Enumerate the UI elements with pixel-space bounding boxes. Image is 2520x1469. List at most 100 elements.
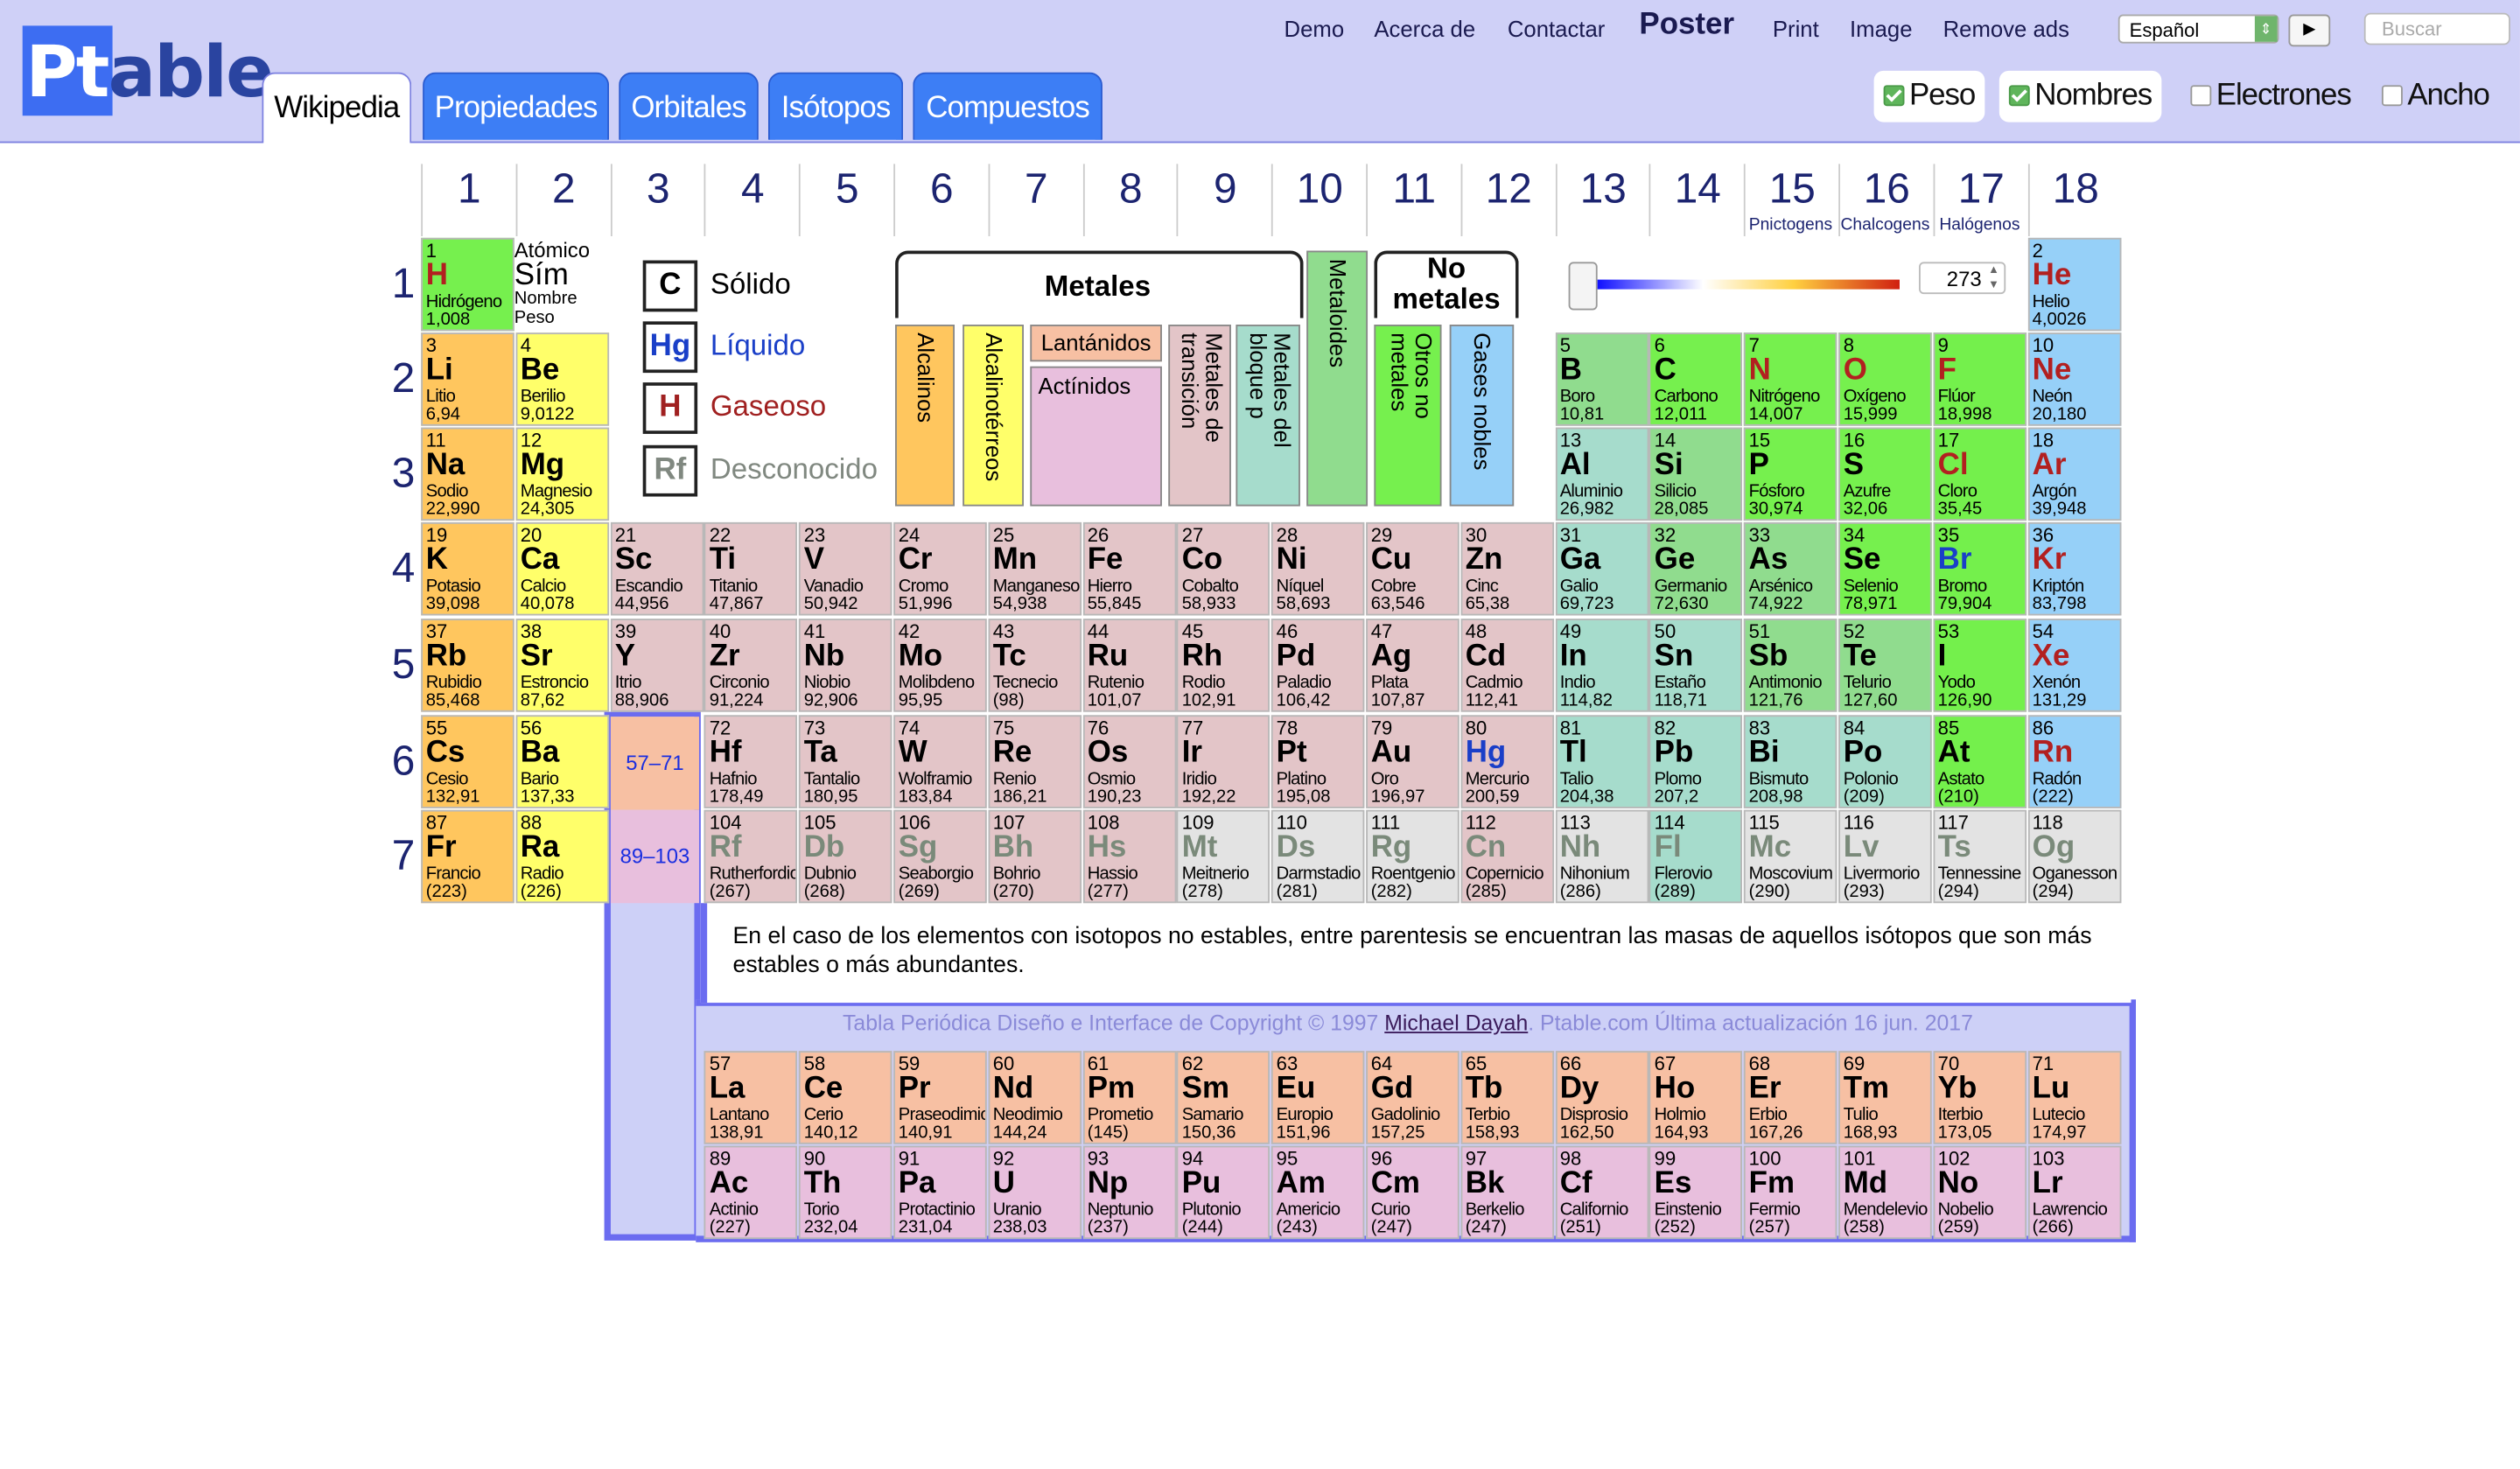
group-number-15[interactable]: 15 bbox=[1744, 164, 1838, 236]
element-v[interactable]: 23 V Vanadio 50,942 bbox=[799, 521, 892, 616]
tab-isotopos[interactable]: Isótopos bbox=[767, 72, 904, 140]
element-lv[interactable]: 116 Lv Livermorio (293) bbox=[1838, 809, 1932, 904]
period-number-1[interactable]: 1 bbox=[391, 258, 416, 307]
element-rn[interactable]: 86 Rn Radón (222) bbox=[2027, 715, 2121, 808]
element-cu[interactable]: 29 Cu Cobre 63,546 bbox=[1366, 521, 1460, 616]
category-noble-gases[interactable]: Gases nobles bbox=[1449, 325, 1515, 507]
element-s[interactable]: 16 S Azufre 32,06 bbox=[1838, 427, 1932, 521]
element-w[interactable]: 74 W Wolframio 183,84 bbox=[893, 715, 987, 808]
category-post-transition[interactable]: Metales del bloque p bbox=[1236, 325, 1300, 507]
element-th[interactable]: 90 Th Torio 232,04 bbox=[799, 1145, 892, 1240]
element-ac[interactable]: 89 Ac Actinio (227) bbox=[704, 1145, 798, 1240]
group-number-5[interactable]: 5 bbox=[799, 164, 893, 236]
author-link[interactable]: Michael Dayah bbox=[1384, 1011, 1529, 1035]
element-br[interactable]: 35 Br Bromo 79,904 bbox=[1933, 521, 2026, 616]
element-ag[interactable]: 47 Ag Plata 107,87 bbox=[1366, 619, 1460, 712]
element-ge[interactable]: 32 Ge Germanio 72,630 bbox=[1649, 521, 1743, 616]
element-sn[interactable]: 50 Sn Estaño 118,71 bbox=[1649, 619, 1743, 712]
element-f[interactable]: 9 F Flúor 18,998 bbox=[1933, 332, 2026, 426]
element-cs[interactable]: 55 Cs Cesio 132,91 bbox=[421, 715, 514, 808]
element-kr[interactable]: 36 Kr Kriptón 83,798 bbox=[2027, 521, 2121, 616]
element-i[interactable]: 53 I Yodo 126,90 bbox=[1933, 619, 2026, 712]
element-mg[interactable]: 12 Mg Magnesio 24,305 bbox=[515, 427, 609, 521]
element-in[interactable]: 49 In Indio 114,82 bbox=[1555, 619, 1648, 712]
element-he[interactable]: 2 He Helio 4,0026 bbox=[2027, 237, 2121, 332]
element-mc[interactable]: 115 Mc Moscovium (290) bbox=[1744, 809, 1838, 904]
element-fm[interactable]: 100 Fm Fermio (257) bbox=[1744, 1145, 1838, 1240]
period-number-2[interactable]: 2 bbox=[391, 353, 416, 402]
element-nb[interactable]: 41 Nb Niobio 92,906 bbox=[799, 619, 892, 712]
element-fr[interactable]: 87 Fr Francio (223) bbox=[421, 809, 514, 904]
element-eu[interactable]: 63 Eu Europio 151,96 bbox=[1271, 1051, 1365, 1144]
element-ti[interactable]: 22 Ti Titanio 47,867 bbox=[704, 521, 798, 616]
tab-orbitales[interactable]: Orbitales bbox=[619, 72, 759, 140]
category-other-nonmetals[interactable]: Otros no metales bbox=[1374, 325, 1442, 507]
link-acerca-de[interactable]: Acerca de bbox=[1374, 16, 1476, 42]
element-sm[interactable]: 62 Sm Samario 150,36 bbox=[1177, 1051, 1270, 1144]
element-bh[interactable]: 107 Bh Bohrio (270) bbox=[988, 809, 1082, 904]
category-actinides[interactable]: Actínidos bbox=[1030, 366, 1162, 507]
element-og[interactable]: 118 Og Oganesson (294) bbox=[2027, 809, 2121, 904]
element-po[interactable]: 84 Po Polonio (209) bbox=[1838, 715, 1932, 808]
element-ts[interactable]: 117 Ts Tennessine (294) bbox=[1933, 809, 2026, 904]
element-cm[interactable]: 96 Cm Curio (247) bbox=[1366, 1145, 1460, 1240]
ptable-logo[interactable]: Ptable bbox=[22, 23, 274, 116]
category-transition[interactable]: Metales de transición bbox=[1168, 325, 1231, 507]
category-lanthanides[interactable]: Lantánidos bbox=[1030, 325, 1162, 362]
element-os[interactable]: 76 Os Osmio 190,23 bbox=[1082, 715, 1176, 808]
link-remove-ads[interactable]: Remove ads bbox=[1942, 16, 2069, 42]
element-na[interactable]: 11 Na Sodio 22,990 bbox=[421, 427, 514, 521]
element-u[interactable]: 92 U Uranio 238,03 bbox=[988, 1145, 1082, 1240]
element-tl[interactable]: 81 Tl Talio 204,38 bbox=[1555, 715, 1648, 808]
element-ta[interactable]: 73 Ta Tantalio 180,95 bbox=[799, 715, 892, 808]
toggle-ancho[interactable]: Ancho bbox=[2381, 71, 2490, 122]
element-la[interactable]: 57 La Lantano 138,91 bbox=[704, 1051, 798, 1144]
element-pt[interactable]: 78 Pt Platino 195,08 bbox=[1271, 715, 1365, 808]
toggle-nombres[interactable]: Nombres bbox=[1998, 70, 2162, 122]
period-number-7[interactable]: 7 bbox=[391, 830, 416, 879]
link-contactar[interactable]: Contactar bbox=[1507, 16, 1606, 42]
element-lu[interactable]: 71 Lu Lutecio 174,97 bbox=[2027, 1051, 2121, 1144]
element-sg[interactable]: 106 Sg Seaborgio (269) bbox=[893, 809, 987, 904]
group-number-18[interactable]: 18 bbox=[2027, 164, 2122, 236]
element-mn[interactable]: 25 Mn Manganeso 54,938 bbox=[988, 521, 1082, 616]
toggle-electrones[interactable]: Electrones bbox=[2190, 71, 2352, 122]
element-db[interactable]: 105 Db Dubnio (268) bbox=[799, 809, 892, 904]
group-number-8[interactable]: 8 bbox=[1082, 164, 1177, 236]
element-zr[interactable]: 40 Zr Circonio 91,224 bbox=[704, 619, 798, 712]
element-fl[interactable]: 114 Fl Flerovio (289) bbox=[1649, 809, 1743, 904]
group-number-11[interactable]: 11 bbox=[1366, 164, 1460, 236]
element-md[interactable]: 101 Md Mendelevio (258) bbox=[1838, 1145, 1932, 1240]
element-ca[interactable]: 20 Ca Calcio 40,078 bbox=[515, 521, 609, 616]
element-ra[interactable]: 88 Ra Radio (226) bbox=[515, 809, 609, 904]
legend-unknown[interactable]: Rf Desconocido bbox=[642, 444, 878, 497]
language-select[interactable]: Español ⇕ bbox=[2118, 14, 2279, 44]
element-al[interactable]: 13 Al Aluminio 26,982 bbox=[1555, 427, 1648, 521]
element-sr[interactable]: 38 Sr Estroncio 87,62 bbox=[515, 619, 609, 712]
lanthanide-range-cell[interactable]: 57–71 bbox=[610, 717, 699, 810]
element-ba[interactable]: 56 Ba Bario 137,33 bbox=[515, 715, 609, 808]
group-number-14[interactable]: 14 bbox=[1649, 164, 1744, 236]
element-b[interactable]: 5 B Boro 10,81 bbox=[1555, 332, 1648, 426]
element-si[interactable]: 14 Si Silicio 28,085 bbox=[1649, 427, 1743, 521]
group-number-16[interactable]: 16 bbox=[1838, 164, 1933, 236]
legend-solid[interactable]: C Sólido bbox=[642, 260, 791, 312]
element-lr[interactable]: 103 Lr Lawrencio (266) bbox=[2027, 1145, 2121, 1240]
element-es[interactable]: 99 Es Einstenio (252) bbox=[1649, 1145, 1743, 1240]
element-au[interactable]: 79 Au Oro 196,97 bbox=[1366, 715, 1460, 808]
group-number-10[interactable]: 10 bbox=[1271, 164, 1366, 236]
link-demo[interactable]: Demo bbox=[1284, 16, 1345, 42]
group-number-6[interactable]: 6 bbox=[893, 164, 988, 236]
element-gd[interactable]: 64 Gd Gadolinio 157,25 bbox=[1366, 1051, 1460, 1144]
element-p[interactable]: 15 P Fósforo 30,974 bbox=[1744, 427, 1838, 521]
group-number-17[interactable]: 17 bbox=[1933, 164, 2027, 236]
tab-propiedades[interactable]: Propiedades bbox=[423, 72, 610, 140]
element-pu[interactable]: 94 Pu Plutonio (244) bbox=[1177, 1145, 1270, 1240]
element-as[interactable]: 33 As Arsénico 74,922 bbox=[1744, 521, 1838, 616]
element-er[interactable]: 68 Er Erbio 167,26 bbox=[1744, 1051, 1838, 1144]
legend-liquid[interactable]: Hg Líquido bbox=[642, 321, 805, 374]
element-rh[interactable]: 45 Rh Rodio 102,91 bbox=[1177, 619, 1270, 712]
element-ni[interactable]: 28 Ni Níquel 58,693 bbox=[1271, 521, 1365, 616]
element-pa[interactable]: 91 Pa Protactinio 231,04 bbox=[893, 1145, 987, 1240]
element-rb[interactable]: 37 Rb Rubidio 85,468 bbox=[421, 619, 514, 712]
